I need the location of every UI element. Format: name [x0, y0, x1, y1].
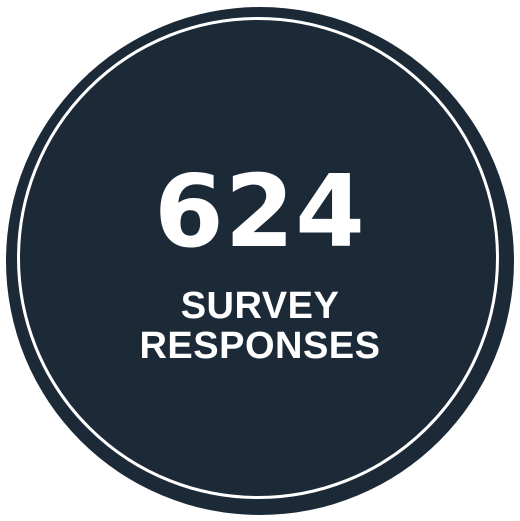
stat-number: 624 [154, 152, 366, 270]
stat-label-line-2: RESPONSES [139, 324, 381, 367]
stat-label-line-1: SURVEY [180, 284, 340, 327]
stat-label: SURVEY RESPONSES [139, 286, 380, 366]
stat-badge-ring [17, 17, 499, 499]
